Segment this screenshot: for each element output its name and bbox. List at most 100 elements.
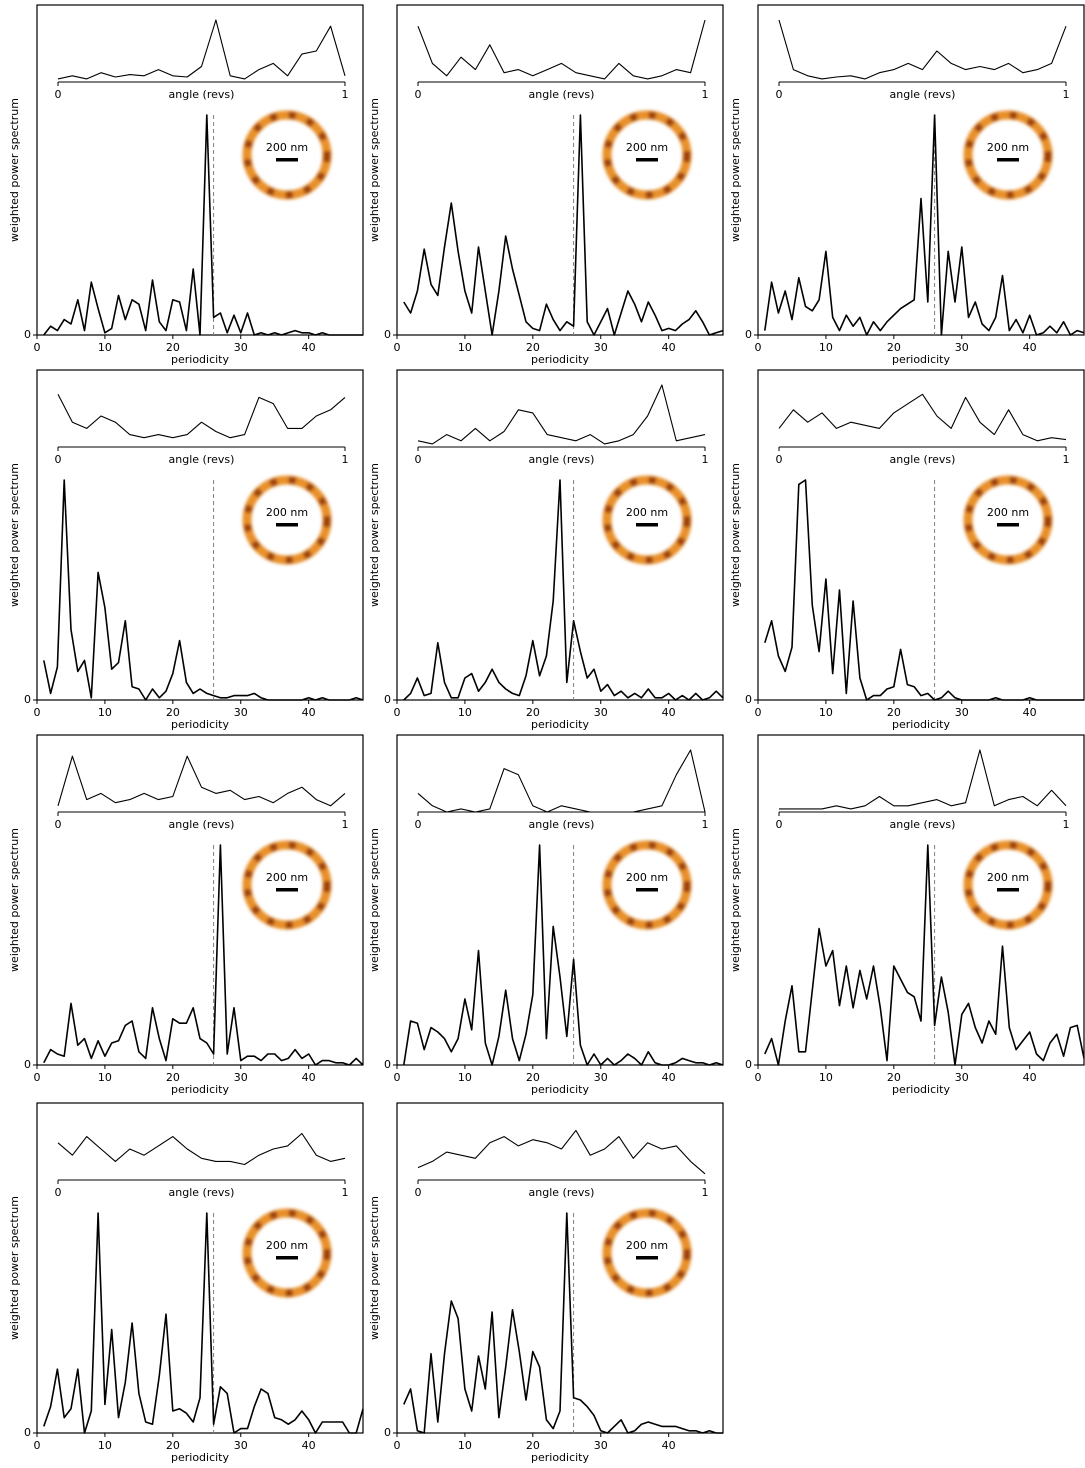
ring-image [247, 480, 327, 560]
angle-profile [418, 1130, 705, 1173]
x-tick-label: 30 [955, 341, 969, 354]
ring-image [247, 845, 327, 925]
x-tick-label: 10 [98, 706, 112, 719]
inset-tick-label: 0 [55, 453, 62, 466]
angle-profile [779, 750, 1066, 809]
x-tick-label: 40 [1023, 706, 1037, 719]
inset-tick-label: 0 [55, 88, 62, 101]
x-tick-label: 40 [1023, 341, 1037, 354]
scale-bar-label: 200 nm [266, 871, 308, 884]
inset-tick-label: 1 [1063, 88, 1070, 101]
x-tick-label: 10 [98, 1071, 112, 1084]
x-tick-label: 10 [98, 1439, 112, 1452]
y-tick-label: 0 [745, 1058, 752, 1071]
y-tick-label: 0 [24, 1058, 31, 1071]
x-axis-label: periodicity [892, 718, 951, 731]
ring-image [247, 115, 327, 195]
inset-tick-label: 0 [415, 88, 422, 101]
inset-tick-label: 0 [776, 818, 783, 831]
panel: 01angle (revs)200 nm0102030400periodicit… [8, 5, 363, 366]
x-tick-label: 30 [594, 1439, 608, 1452]
ring-image [968, 480, 1048, 560]
ring-image [968, 115, 1048, 195]
ring-image [607, 1213, 687, 1293]
x-tick-label: 0 [394, 341, 401, 354]
angle-profile [58, 20, 345, 79]
x-tick-label: 10 [458, 1071, 472, 1084]
y-axis-label: weighted power spectrum [368, 1196, 381, 1340]
y-axis-label: weighted power spectrum [729, 98, 742, 242]
scale-bar [636, 1256, 658, 1260]
spectrum-line [404, 1213, 723, 1433]
figure: 01angle (revs)200 nm0102030400periodicit… [0, 0, 1085, 1468]
x-axis-label: periodicity [531, 1083, 590, 1096]
angle-profile [58, 756, 345, 806]
scale-bar-label: 200 nm [266, 141, 308, 154]
inset-axis-label: angle (revs) [169, 818, 235, 831]
inset-tick-label: 1 [1063, 818, 1070, 831]
spectrum-line [404, 480, 723, 700]
spectrum-line [404, 115, 723, 335]
ring-image [607, 115, 687, 195]
y-tick-label: 0 [384, 328, 391, 341]
scale-bar [636, 158, 658, 162]
scale-bar-label: 200 nm [987, 506, 1029, 519]
y-axis-label: weighted power spectrum [8, 463, 21, 607]
spectrum-line [765, 845, 1084, 1065]
plot-frame [37, 370, 363, 700]
inset-axis-label: angle (revs) [169, 1186, 235, 1199]
x-tick-label: 10 [819, 1071, 833, 1084]
x-tick-label: 40 [302, 706, 316, 719]
spectrum-line [44, 115, 363, 335]
y-tick-label: 0 [384, 1058, 391, 1071]
inset-axis-label: angle (revs) [169, 88, 235, 101]
x-tick-label: 40 [662, 1439, 676, 1452]
angle-profile [779, 20, 1066, 79]
spectrum-line [765, 115, 1084, 335]
spectrum-line [404, 845, 723, 1065]
ring-image [607, 845, 687, 925]
inset-axis-label: angle (revs) [890, 88, 956, 101]
x-axis-label: periodicity [531, 1451, 590, 1464]
scale-bar-label: 200 nm [987, 871, 1029, 884]
x-tick-label: 40 [662, 1071, 676, 1084]
y-tick-label: 0 [24, 328, 31, 341]
x-tick-label: 30 [234, 1071, 248, 1084]
inset-axis-label: angle (revs) [529, 453, 595, 466]
inset-axis-label: angle (revs) [890, 818, 956, 831]
angle-profile [418, 385, 705, 444]
angle-profile [779, 394, 1066, 441]
x-tick-label: 30 [234, 341, 248, 354]
plot-frame [397, 5, 723, 335]
inset-tick-label: 0 [55, 818, 62, 831]
x-tick-label: 0 [394, 1071, 401, 1084]
plot-frame [397, 735, 723, 1065]
inset-axis-label: angle (revs) [529, 818, 595, 831]
scale-bar [276, 523, 298, 527]
panel: 01angle (revs)200 nm0102030400periodicit… [729, 370, 1084, 731]
x-tick-label: 0 [755, 706, 762, 719]
x-axis-label: periodicity [892, 1083, 951, 1096]
x-tick-label: 30 [234, 1439, 248, 1452]
y-axis-label: weighted power spectrum [368, 463, 381, 607]
x-tick-label: 30 [234, 706, 248, 719]
x-tick-label: 10 [98, 341, 112, 354]
inset-axis-label: angle (revs) [529, 88, 595, 101]
scale-bar-label: 200 nm [626, 871, 668, 884]
y-axis-label: weighted power spectrum [729, 463, 742, 607]
ring-image [968, 845, 1048, 925]
y-tick-label: 0 [384, 693, 391, 706]
angle-profile [418, 20, 705, 79]
x-axis-label: periodicity [892, 353, 951, 366]
x-axis-label: periodicity [171, 718, 230, 731]
x-tick-label: 0 [34, 1071, 41, 1084]
x-tick-label: 0 [755, 1071, 762, 1084]
scale-bar-label: 200 nm [626, 506, 668, 519]
y-tick-label: 0 [384, 1426, 391, 1439]
inset-tick-label: 1 [702, 453, 709, 466]
x-tick-label: 30 [955, 1071, 969, 1084]
